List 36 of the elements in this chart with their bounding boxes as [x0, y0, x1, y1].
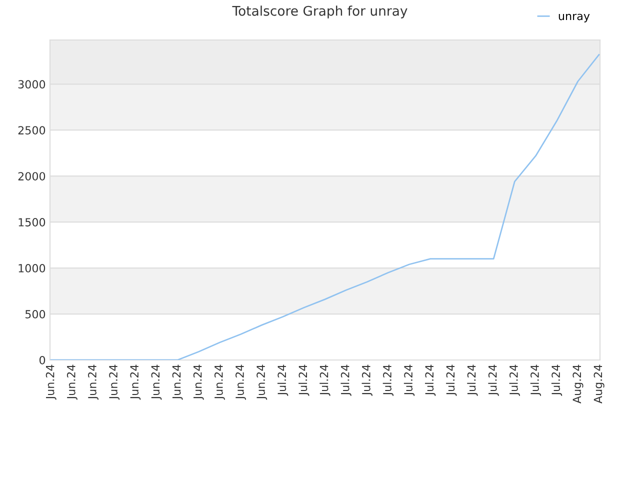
x-tick-label: Jul.24	[446, 364, 457, 396]
x-tick-label: Jun.24	[172, 364, 183, 400]
x-tick-label: Jul.24	[424, 364, 436, 396]
x-tick-label: Jun.24	[214, 364, 225, 400]
x-tick-label: Jul.24	[488, 364, 499, 396]
x-tick-label: Jul.24	[404, 364, 415, 396]
y-tick-label: 2500	[18, 126, 46, 134]
y-tick-label: 500	[25, 310, 46, 318]
x-tick-label: Jul.24	[277, 364, 288, 396]
y-tick-label: 1500	[18, 218, 46, 226]
x-tick-label: Jun.24	[151, 364, 162, 400]
x-tick-label: Jun.24	[109, 364, 120, 400]
x-tick-label: Jul.24	[509, 364, 520, 396]
x-tick-label: Jun.24	[256, 364, 268, 400]
x-tick-label: Jun.24	[130, 364, 141, 400]
x-tick-label: Aug.24	[572, 364, 584, 404]
legend-label: unray	[558, 14, 590, 22]
x-tick-label: Jun.24	[236, 364, 246, 400]
x-tick-label: Jun.24	[66, 364, 78, 400]
x-tick-label: Jul.24	[362, 364, 372, 396]
x-tick-label: Jul.24	[530, 364, 542, 396]
y-tick-label: 2000	[18, 172, 46, 180]
x-tick-label: Jul.24	[467, 364, 478, 396]
x-tick-label: Jul.24	[340, 364, 352, 396]
x-tick-label: Jul.24	[382, 364, 394, 396]
x-tick-label: Jun.24	[46, 364, 56, 400]
x-tick-label: Jul.24	[298, 364, 310, 396]
y-tick-label: 3000	[18, 80, 46, 89]
x-tick-label: Jun.24	[88, 364, 98, 400]
x-tick-label: Jul.24	[551, 364, 562, 396]
y-tick-label: 0	[39, 356, 46, 364]
x-tick-label: Jul.24	[320, 364, 330, 396]
chart-title: Totalscore Graph for unray	[232, 6, 408, 18]
y-tick-label: 1000	[18, 264, 46, 272]
x-tick-label: Jun.24	[193, 364, 204, 400]
x-tick-label: Aug.24	[594, 364, 604, 404]
